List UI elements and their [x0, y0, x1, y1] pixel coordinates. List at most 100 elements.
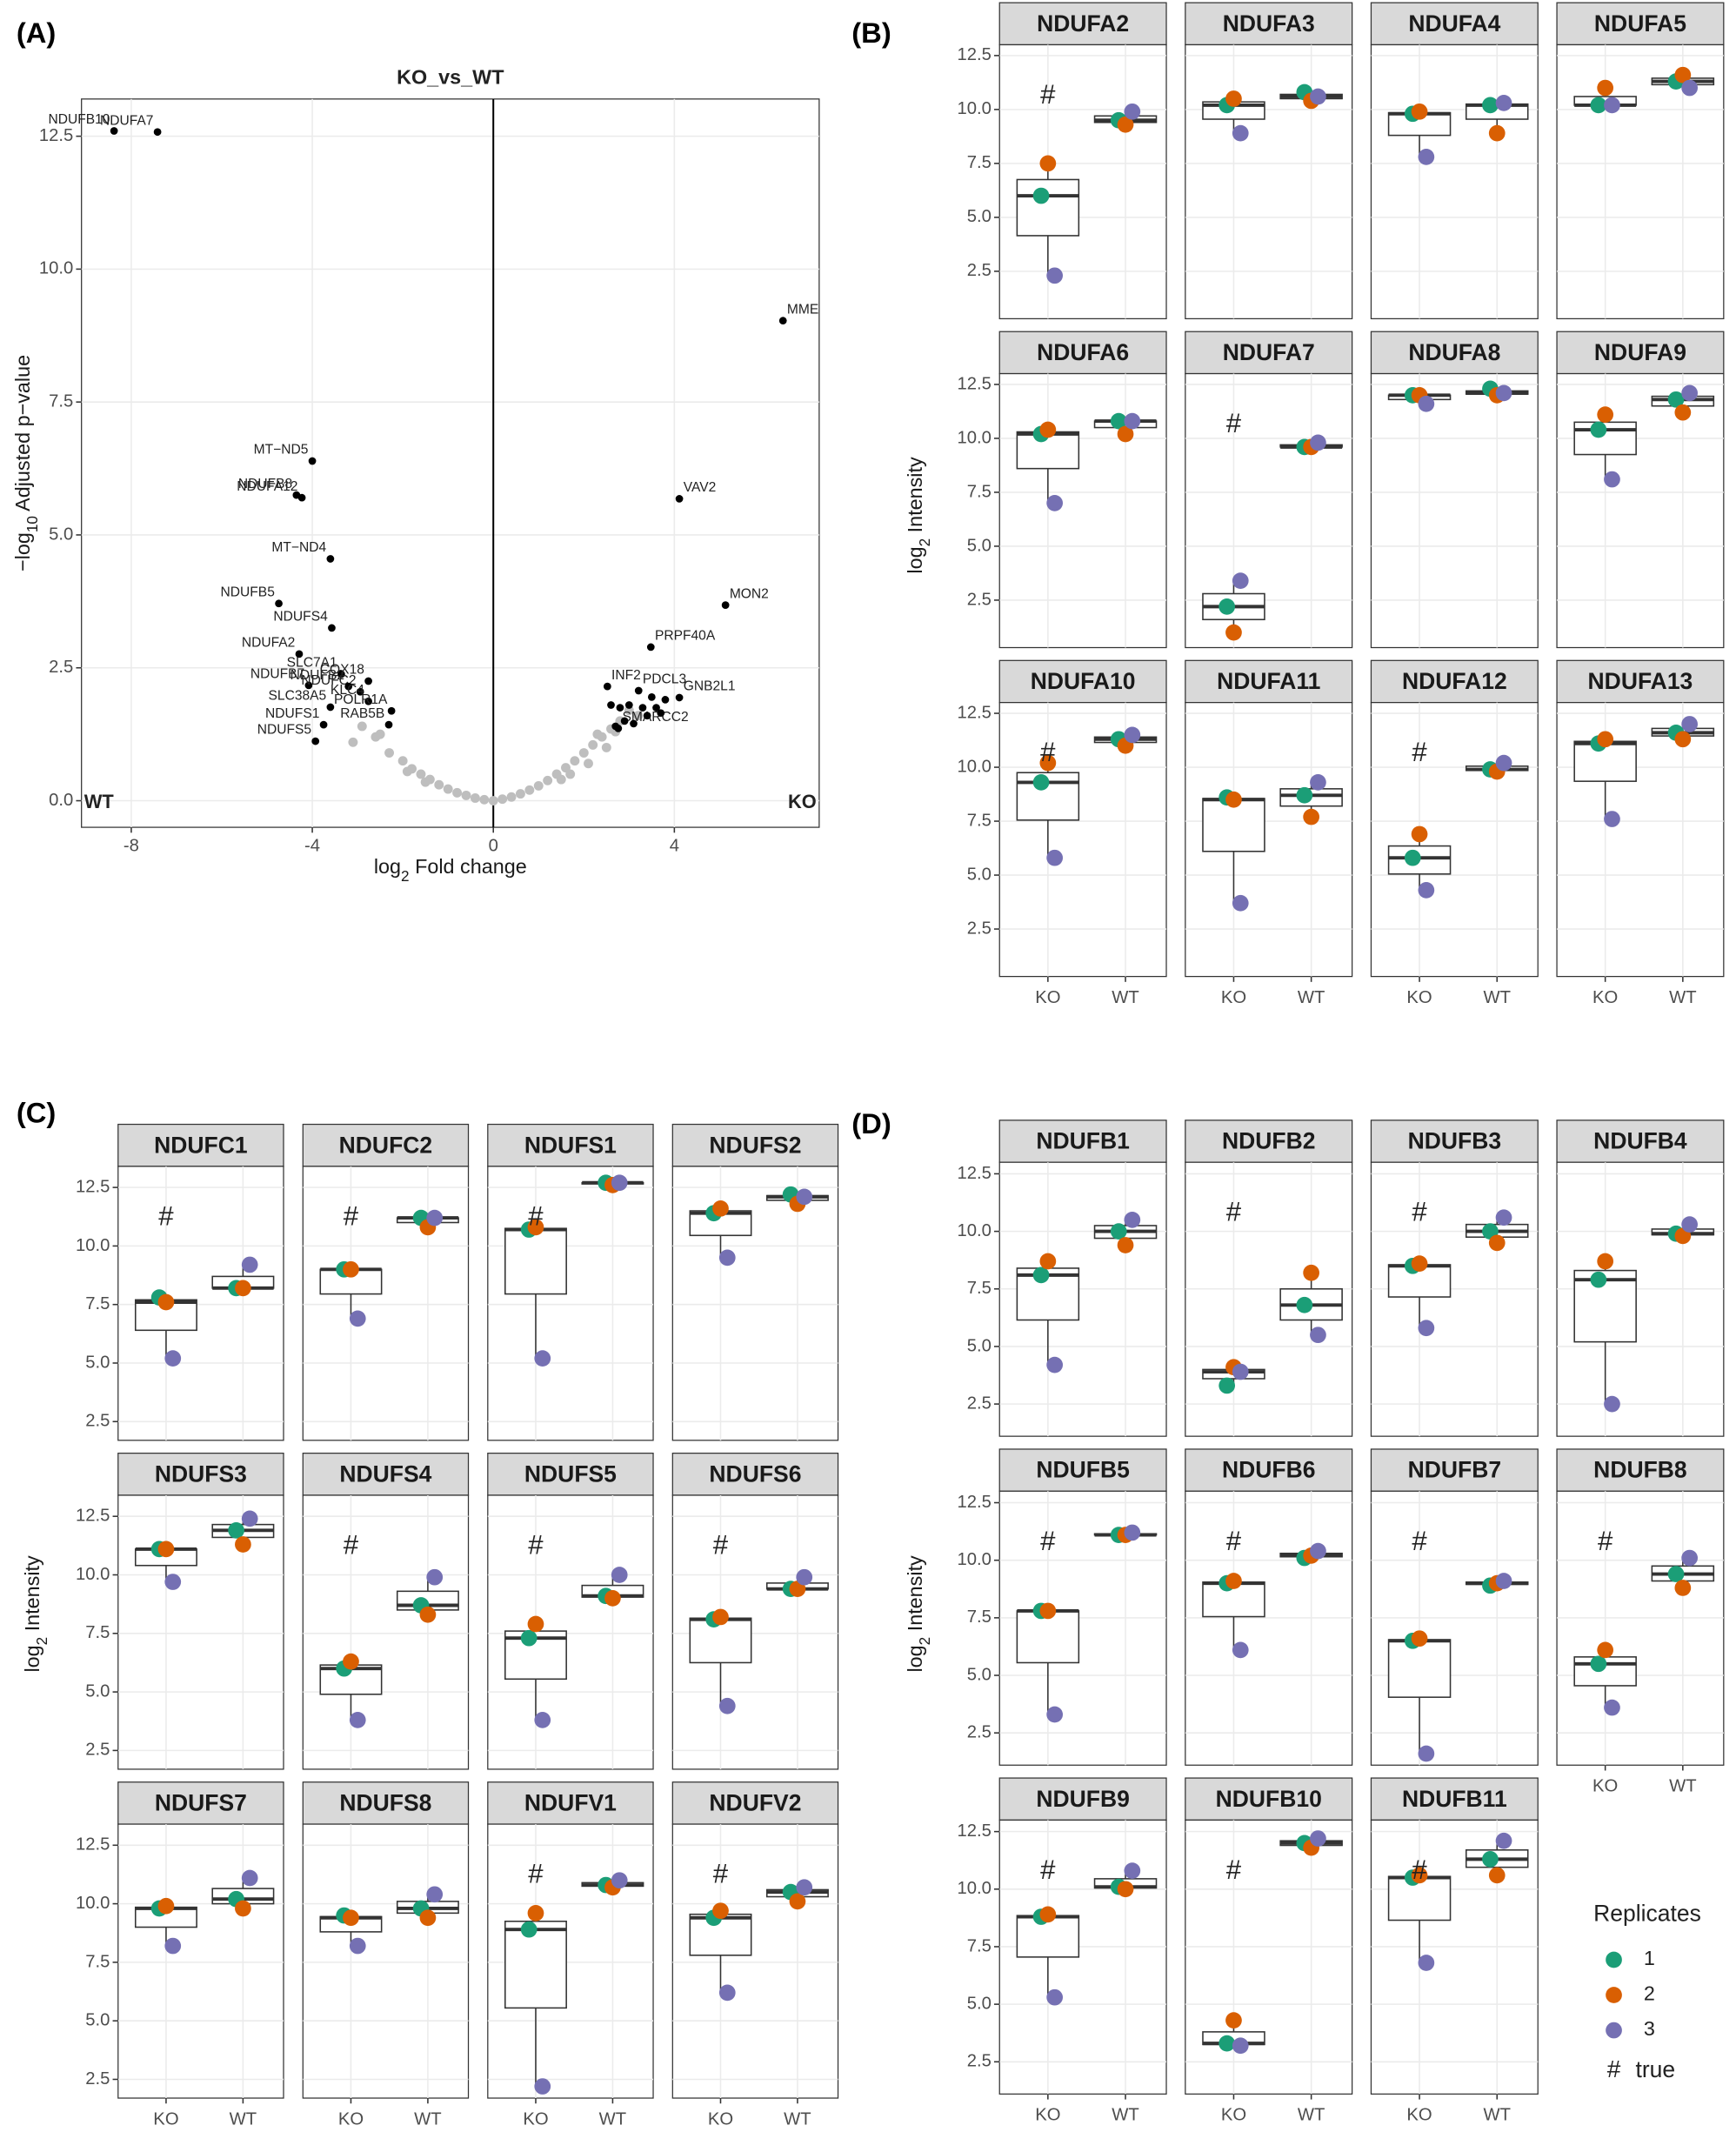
- replicate-point: [426, 1209, 444, 1226]
- x-tick-label: KO: [1035, 2106, 1060, 2125]
- facet-title: NDUFB8: [1593, 1457, 1686, 1483]
- replicate-point: [164, 1350, 182, 1367]
- replicate-point: [1667, 1566, 1685, 1582]
- legend-swatch: [1606, 1951, 1622, 1968]
- point: [479, 794, 490, 805]
- facet-panel: [1370, 1490, 1539, 1766]
- replicate-point: [1232, 1641, 1249, 1659]
- replicate-point: [1604, 471, 1620, 488]
- strip: [1370, 2, 1539, 46]
- y-tick-label: 2.5: [85, 1741, 110, 1760]
- point: [452, 787, 463, 798]
- point: [506, 792, 517, 802]
- corner-label: WT: [84, 791, 115, 812]
- y-tick-label: 7.5: [967, 482, 992, 501]
- hash-mark: #: [1412, 737, 1427, 767]
- replicate-point: [1488, 1867, 1506, 1884]
- point: [344, 682, 353, 691]
- facet-title: NDUFB4: [1593, 1128, 1687, 1154]
- y-tick-label: 12.5: [957, 45, 991, 64]
- hash-mark: #: [1598, 1526, 1613, 1556]
- replicate-point: [241, 1256, 258, 1273]
- point-label: NDUFB7: [250, 667, 304, 682]
- strip: [1556, 1119, 1725, 1163]
- replicate-point: [1303, 1264, 1319, 1281]
- x-tick-label: KO: [708, 2109, 733, 2129]
- y-tick-label: 5.0: [967, 536, 992, 555]
- facet-title: NDUFS4: [339, 1460, 431, 1487]
- point: [570, 756, 580, 766]
- replicate-point: [1039, 1253, 1057, 1270]
- replicate-point: [1681, 384, 1698, 402]
- facet-title: NDUFV1: [524, 1789, 617, 1815]
- replicate-point: [1590, 1271, 1607, 1288]
- strip: [1370, 331, 1539, 375]
- y-tick-label: 12.5: [957, 1164, 991, 1183]
- replicate-point: [1117, 1237, 1134, 1253]
- replicate-point: [534, 1712, 551, 1728]
- replicate-point: [241, 1510, 258, 1527]
- point: [416, 769, 426, 779]
- replicate-point: [1039, 155, 1057, 172]
- facet-title: NDUFB10: [1216, 1786, 1322, 1812]
- point: [356, 687, 364, 696]
- hash-mark: #: [344, 1200, 359, 1231]
- point: [326, 555, 335, 563]
- legend-swatch: [1606, 2022, 1622, 2039]
- axis-title-sub: 2: [916, 1637, 933, 1646]
- facet-title: NDUFS5: [524, 1460, 617, 1487]
- replicate-point: [527, 1905, 544, 1921]
- x-tick-label: 0: [489, 836, 498, 855]
- facet-panel: [1556, 702, 1725, 978]
- strip: [1370, 1777, 1539, 1821]
- replicate-point: [1597, 1253, 1614, 1270]
- point: [461, 790, 471, 800]
- replicate-point: [1604, 1699, 1620, 1716]
- point: [275, 599, 283, 608]
- replicate-point: [1418, 395, 1435, 412]
- facet-title: NDUFA10: [1031, 668, 1136, 694]
- point: [311, 737, 320, 745]
- axis-title-text: log: [21, 1645, 43, 1672]
- point: [601, 742, 611, 752]
- y-tick-label: 10.0: [39, 259, 73, 278]
- facet-title: NDUFA4: [1408, 10, 1500, 37]
- point: [524, 785, 535, 795]
- facet-title: NDUFA2: [1037, 10, 1129, 37]
- facet-panel: [487, 1823, 654, 2099]
- x-tick-label: KO: [153, 2109, 178, 2129]
- panel-label: (D): [851, 1107, 891, 1140]
- x-tick-label: WT: [414, 2109, 441, 2129]
- y-tick-label: 5.0: [967, 865, 992, 884]
- replicate-point: [157, 1541, 175, 1558]
- strip: [1556, 2, 1725, 46]
- point: [297, 493, 306, 502]
- y-tick-label: 2.5: [85, 2069, 110, 2089]
- replicate-point: [1310, 1830, 1326, 1847]
- replicate-point: [1604, 97, 1620, 114]
- point: [328, 624, 336, 632]
- replicate-point: [1681, 716, 1698, 732]
- point: [384, 720, 393, 729]
- point: [319, 720, 328, 729]
- replicate-point: [1124, 1212, 1141, 1228]
- strip: [671, 1453, 839, 1496]
- corner-label: KO: [788, 791, 817, 812]
- replicate-point: [1597, 79, 1614, 97]
- point-label: GNB2L1: [684, 679, 736, 694]
- replicate-point: [1039, 1602, 1057, 1620]
- y-tick-label: 7.5: [85, 1623, 110, 1642]
- y-tick-label: 10.0: [957, 757, 991, 776]
- point-label: NDUFB5: [221, 585, 276, 599]
- point-label: NDUFS1: [265, 706, 319, 721]
- point: [470, 793, 480, 803]
- facet-title: NDUFC1: [154, 1132, 247, 1158]
- facet-panel: [1370, 43, 1539, 320]
- replicate-point: [796, 1188, 813, 1206]
- y-tick-label: 7.5: [85, 1294, 110, 1313]
- strip: [1185, 2, 1353, 46]
- hash-mark: #: [1412, 1197, 1427, 1227]
- facet-title: NDUFS7: [155, 1789, 247, 1815]
- x-tick-label: KO: [523, 2109, 548, 2129]
- replicate-point: [1488, 1234, 1506, 1252]
